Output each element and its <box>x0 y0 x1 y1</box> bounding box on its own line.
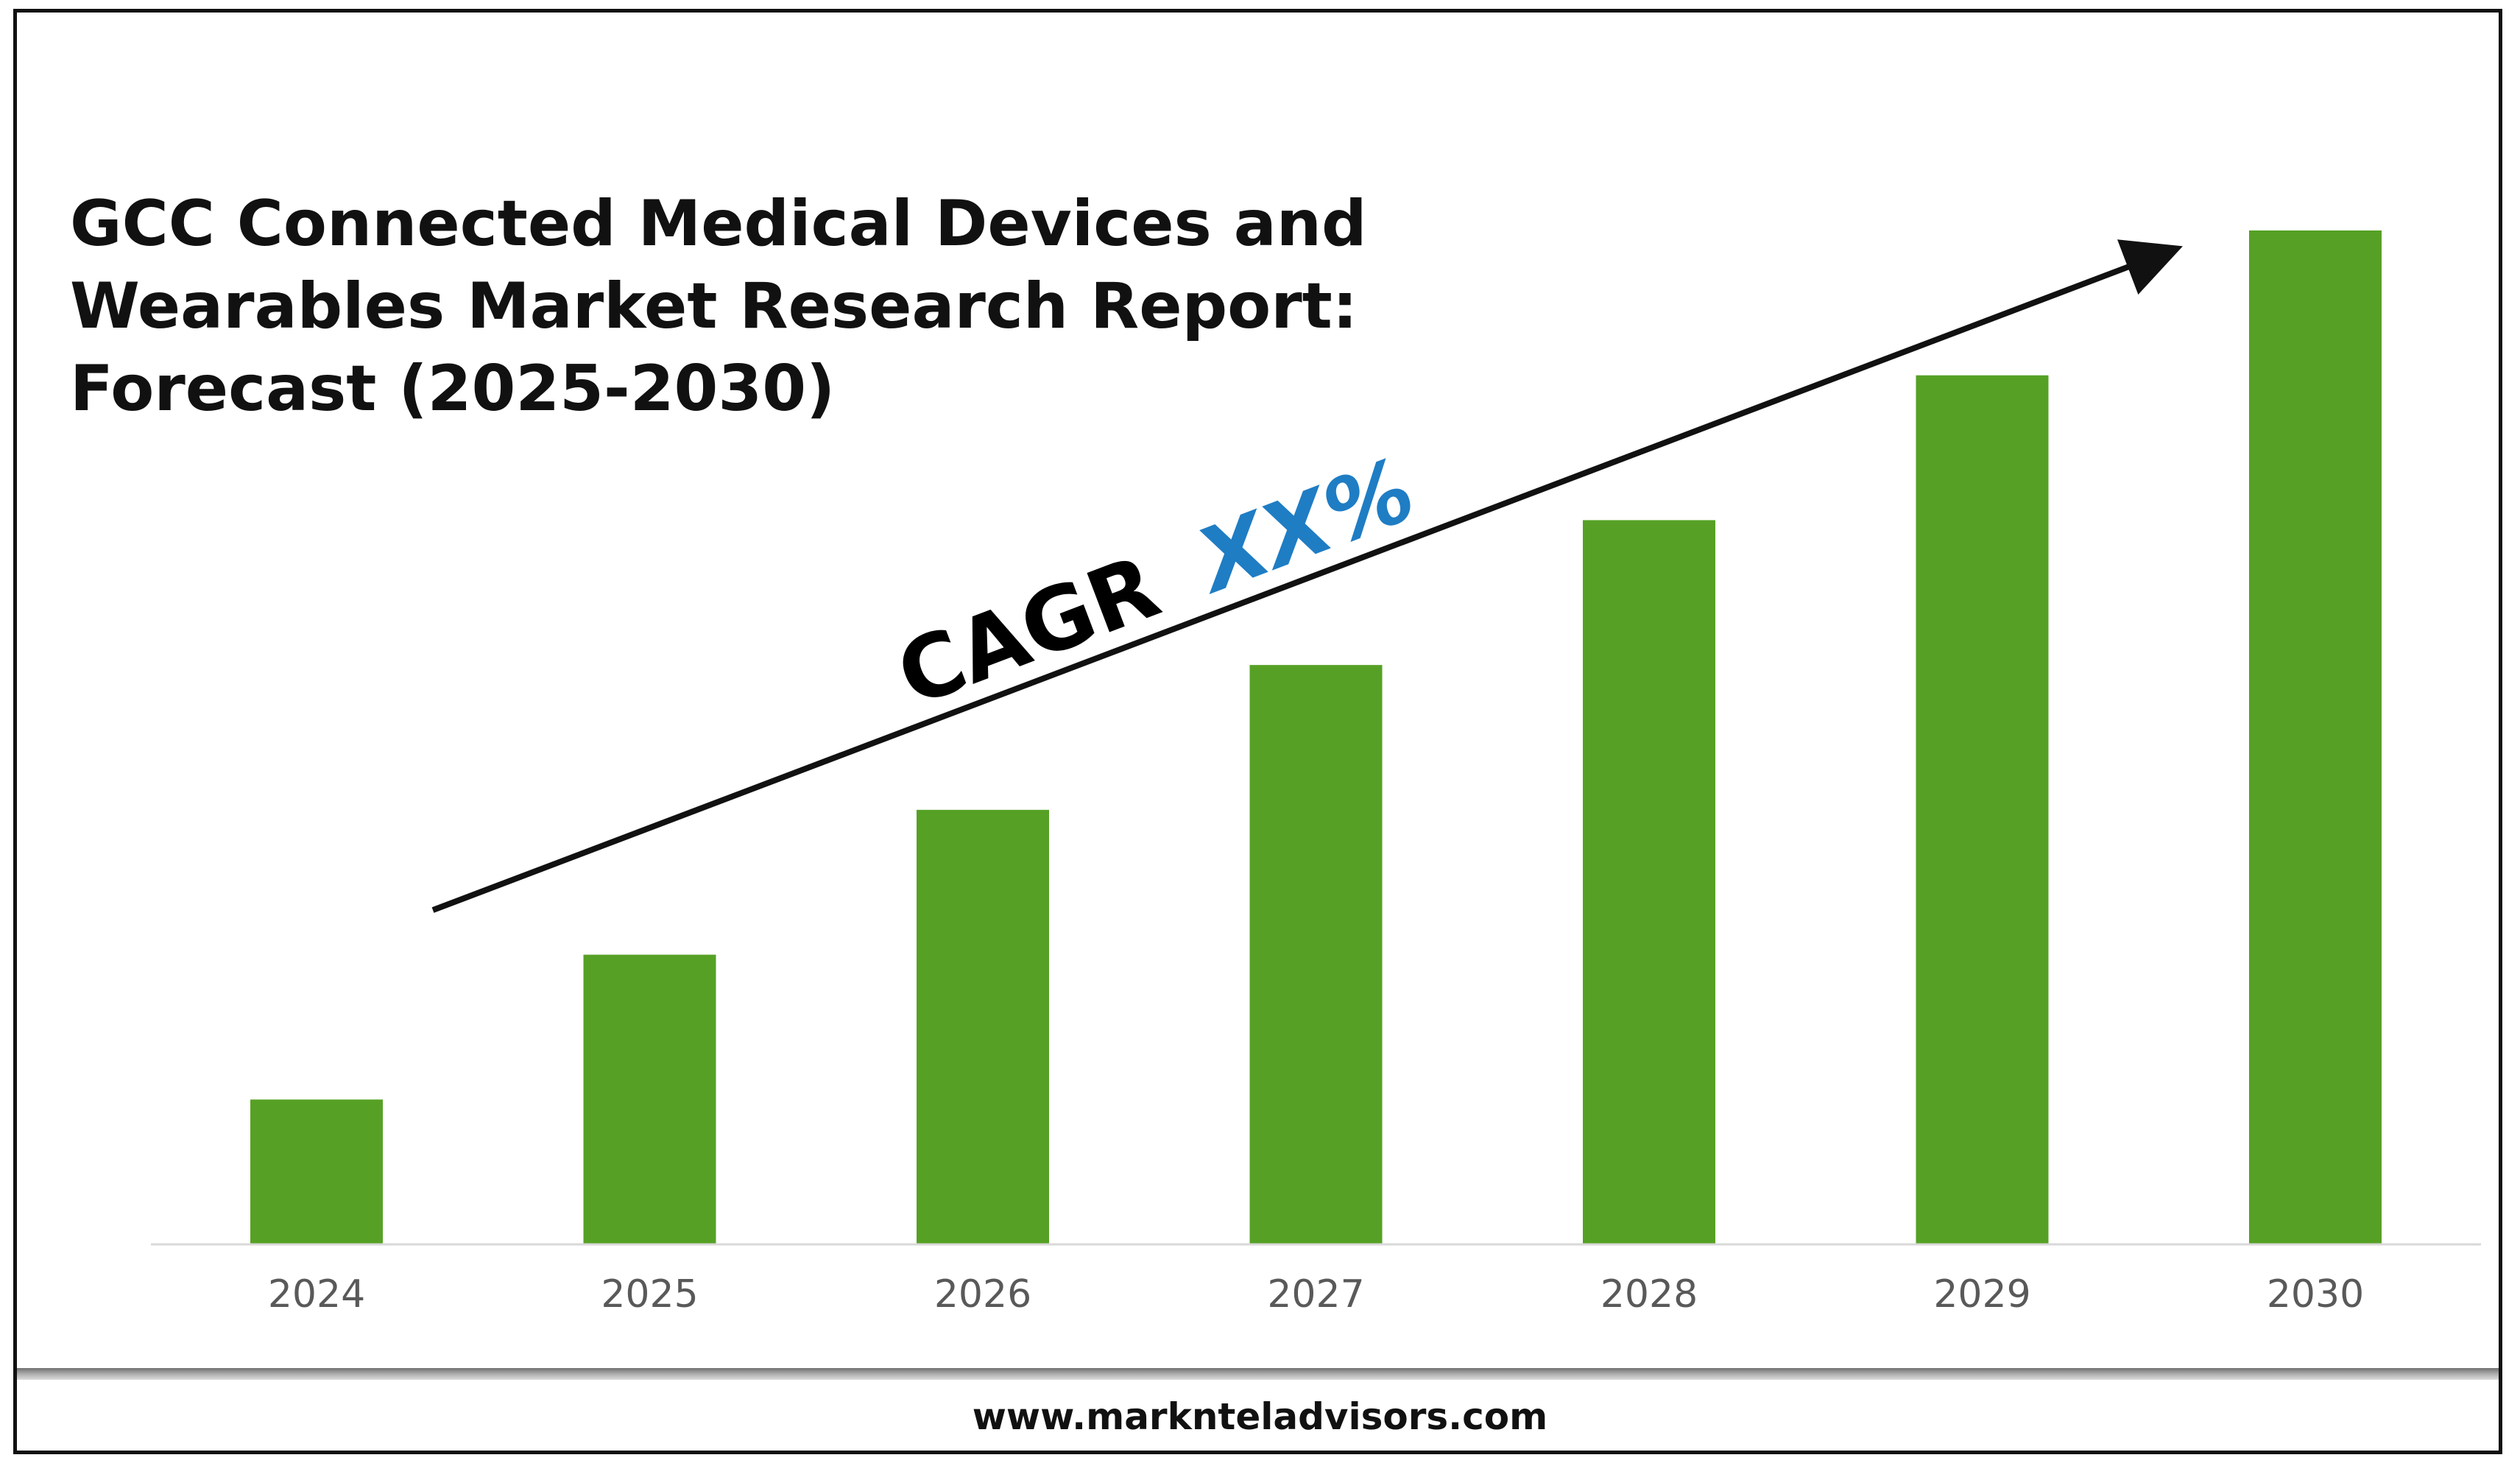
title-line-3: Forecast (2025-2030) <box>70 352 836 426</box>
x-tick-label-2030: 2030 <box>2267 1272 2364 1317</box>
x-tick-labels: 2024 2025 2026 2027 2028 2029 2030 <box>268 1272 2364 1317</box>
cagr-value: XX% <box>1181 438 1427 613</box>
bar-2026 <box>917 809 1049 1244</box>
bar-2027 <box>1249 665 1383 1244</box>
bar-2029 <box>1916 375 2049 1244</box>
bar-2025 <box>583 954 716 1244</box>
x-tick-label-2025: 2025 <box>601 1272 698 1317</box>
x-tick-label-2026: 2026 <box>934 1272 1031 1317</box>
title-line-1: GCC Connected Medical Devices and <box>70 187 1367 261</box>
bars-group <box>250 230 2382 1244</box>
bar-2028 <box>1583 520 1715 1244</box>
x-tick-label-2024: 2024 <box>268 1272 365 1317</box>
cagr-label: CAGR <box>884 535 1172 726</box>
bar-2030 <box>2249 230 2382 1244</box>
title-line-2: Wearables Market Research Report: <box>70 269 1358 343</box>
x-tick-label-2029: 2029 <box>1933 1272 2030 1317</box>
website-url: www.marknteladvisors.com <box>972 1395 1548 1438</box>
x-tick-label-2028: 2028 <box>1600 1272 1698 1317</box>
x-tick-label-2027: 2027 <box>1267 1272 1364 1317</box>
bar-2024 <box>250 1099 383 1244</box>
trend-arrow <box>431 239 2183 913</box>
footer-divider <box>17 1368 2499 1380</box>
chart-title: GCC Connected Medical Devices and Wearab… <box>70 183 1367 430</box>
